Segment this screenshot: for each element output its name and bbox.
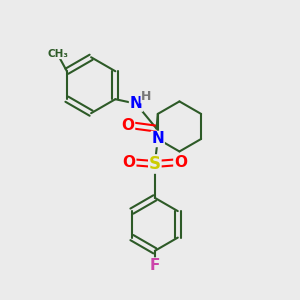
Text: O: O [174, 155, 187, 170]
Text: CH₃: CH₃ [48, 49, 69, 58]
Text: F: F [150, 258, 160, 273]
Text: N: N [152, 131, 164, 146]
Text: H: H [141, 90, 152, 103]
Text: S: S [149, 155, 161, 173]
Text: O: O [123, 155, 136, 170]
Text: O: O [122, 118, 134, 133]
Text: N: N [130, 96, 142, 111]
